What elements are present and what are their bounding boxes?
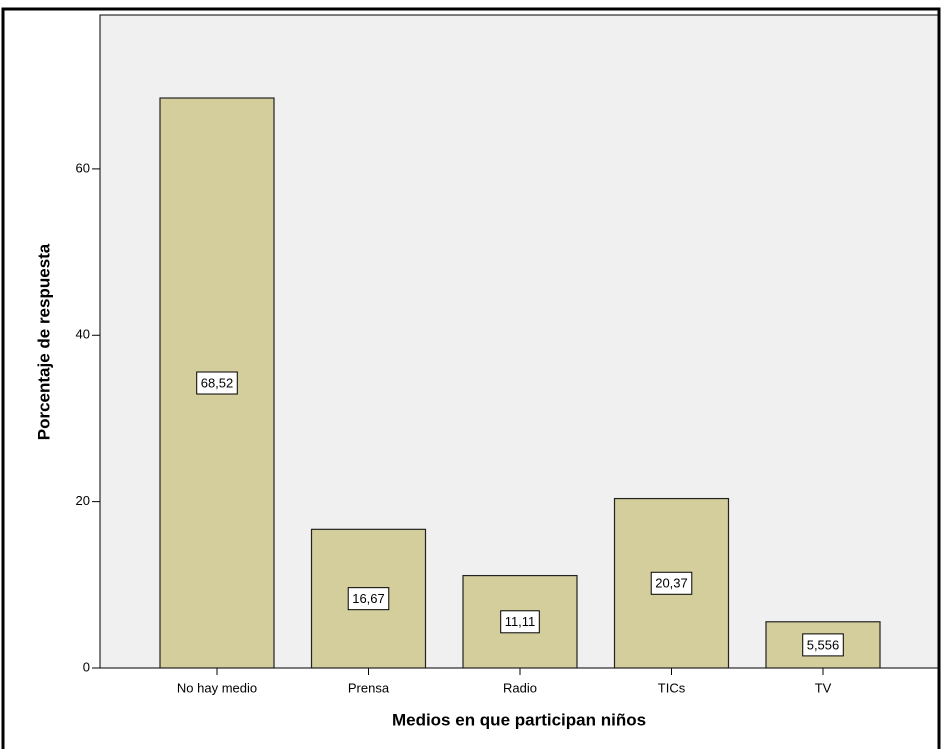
value-label-box bbox=[650, 571, 693, 595]
value-label-box bbox=[802, 633, 844, 657]
y-tick-label: 20 bbox=[76, 493, 90, 508]
value-label: 68,52 bbox=[201, 375, 234, 390]
value-label: 16,67 bbox=[352, 591, 385, 606]
y-axis-title: Porcentaje de respuesta bbox=[34, 243, 53, 440]
y-tick-label: 40 bbox=[76, 327, 90, 342]
value-label: 20,37 bbox=[655, 576, 688, 591]
x-tick-label: TICs bbox=[658, 680, 686, 695]
y-tick-label: 60 bbox=[76, 160, 90, 175]
x-tick-label: No hay medio bbox=[177, 680, 257, 695]
y-tick-label: 0 bbox=[83, 659, 90, 674]
x-axis-title: Medios en que participan niños bbox=[392, 710, 646, 729]
value-label: 5,556 bbox=[807, 637, 840, 652]
value-label-box bbox=[500, 610, 540, 634]
x-tick-label: Prensa bbox=[348, 680, 390, 695]
value-label-box bbox=[196, 371, 238, 395]
x-tick-label: Radio bbox=[503, 680, 537, 695]
x-tick-label: TV bbox=[815, 680, 832, 695]
value-label: 11,11 bbox=[505, 614, 536, 629]
value-label-box bbox=[347, 587, 390, 611]
